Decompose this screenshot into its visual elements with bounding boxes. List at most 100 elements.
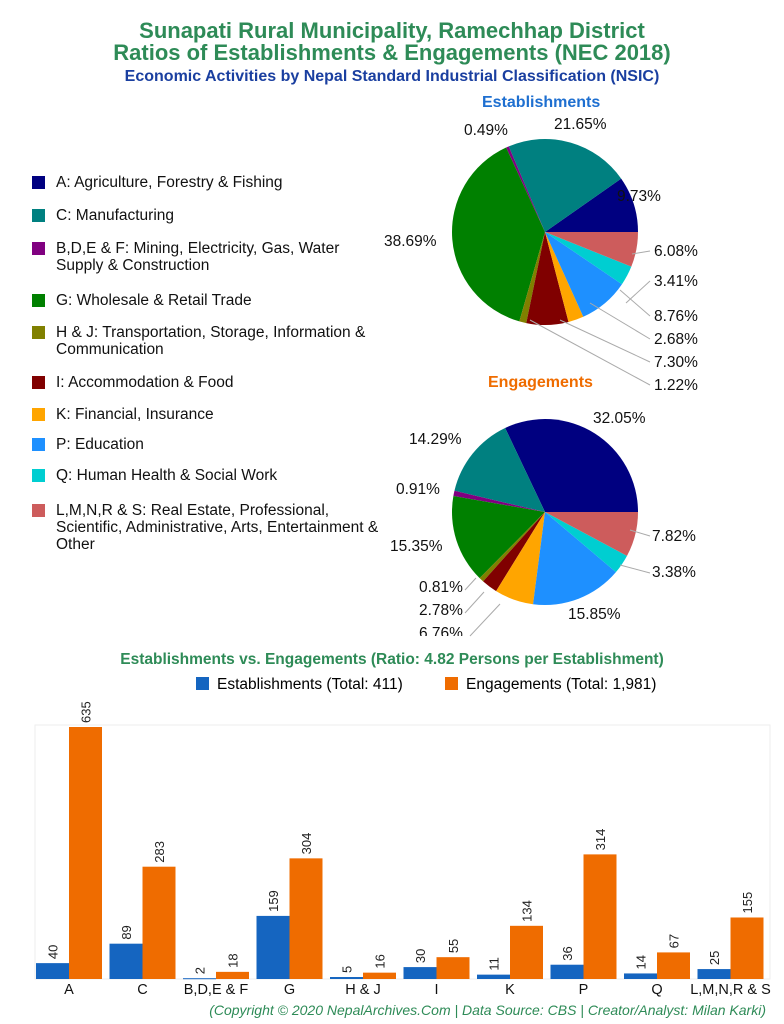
x-tick-label: I [434, 982, 438, 998]
leader-line [619, 289, 651, 317]
legend-swatch [32, 294, 45, 307]
pie-label: 8.76% [654, 308, 698, 325]
bar-engagements-P [583, 854, 617, 979]
pie-label: 0.49% [464, 122, 508, 139]
legend-swatch [32, 504, 45, 517]
pie-slice-C [508, 138, 622, 232]
pie-label: 7.30% [654, 354, 698, 371]
legend-swatch [32, 176, 45, 189]
pie-slice-B,D,E & F [453, 490, 545, 512]
bar-value-label: 314 [593, 829, 608, 851]
bar-value-label: 2 [193, 967, 208, 974]
bar-value-label: 16 [373, 954, 388, 968]
pie-slice-I [526, 232, 569, 325]
pie-label: 7.82% [652, 528, 696, 545]
bar-engagements-L,M,N,R & S [730, 917, 764, 979]
plot-area [34, 724, 771, 980]
bar-value-label: 283 [152, 841, 167, 863]
legend-swatch [32, 209, 45, 222]
bar-establishments-Q [624, 973, 657, 979]
bar-value-label: 55 [446, 939, 461, 953]
pie-label: 3.38% [652, 564, 696, 581]
x-tick-label: P [579, 982, 589, 998]
legend-establishments: Establishments (Total: 411) [196, 676, 403, 694]
pie-slice-B,D,E & F [506, 146, 545, 232]
pie-label: 15.85% [568, 606, 621, 623]
x-tick-label: A [64, 982, 74, 998]
pie-slice-I [483, 512, 545, 592]
bar-value-label: 159 [266, 890, 281, 912]
pie-slice-C [454, 427, 545, 512]
x-tick-label: K [505, 982, 515, 998]
leader-line [589, 302, 651, 340]
bar-engagements-A [69, 727, 102, 979]
bar-engagements-I [436, 957, 470, 979]
bar-value-label: 304 [299, 833, 314, 855]
bar-establishments-P [550, 964, 584, 979]
bar-chart: 40 635 A 89 283 C 2 18 B,D,E & F 159 304 G 5 16 H & J 3… [34, 701, 771, 998]
bar-value-label: 635 [79, 701, 94, 723]
engagements-pie-title: Engagements [488, 374, 593, 391]
leader-line [529, 319, 651, 386]
pie-label: 2.78% [419, 602, 463, 619]
x-tick-label: H & J [345, 982, 380, 998]
bar-value-label: 67 [667, 934, 682, 948]
x-tick-label: L,M,N,R & S [690, 982, 771, 998]
pie-label: 0.81% [419, 579, 463, 596]
pie-label: 9.73% [617, 188, 661, 205]
bar-value-label: 11 [487, 957, 502, 971]
footer-credit: (Copyright © 2020 NepalArchives.Com | Da… [209, 1002, 766, 1018]
bar-value-label: 5 [340, 966, 355, 973]
bar-establishments-K [477, 974, 510, 979]
pie-label: 32.05% [593, 410, 646, 427]
legend-swatch [32, 326, 45, 339]
pie-label: 6.76% [419, 625, 463, 636]
subtitle: Economic Activities by Nepal Standard In… [124, 68, 660, 85]
bar-value-label: 25 [707, 951, 722, 965]
legend-label: K: Financial, Insurance [56, 406, 214, 423]
bar-value-label: 36 [560, 946, 575, 960]
pie-label: 15.35% [390, 538, 443, 555]
pie-slice-A [505, 418, 638, 512]
pie-slice-Q [545, 512, 627, 573]
pie-slice-G [452, 496, 545, 579]
leader-line [464, 577, 477, 591]
bar-value-label: 155 [740, 892, 755, 914]
legend-label: P: Education [56, 436, 144, 453]
x-tick-label: G [284, 982, 295, 998]
leader-line [629, 529, 651, 537]
bar-value-label: 40 [46, 945, 61, 959]
bar-value-label: 30 [413, 949, 428, 963]
legend-engagements: Engagements (Total: 1,981) [445, 676, 656, 694]
pie-slice-G [452, 147, 545, 322]
bar-establishments-C [109, 943, 143, 979]
legend-label: G: Wholesale & Retail Trade [56, 292, 252, 309]
pie-slice-P [545, 232, 622, 317]
pie-slice-K [496, 512, 545, 605]
bar-value-label: 89 [119, 925, 134, 939]
legend-label: I: Accommodation & Food [56, 374, 234, 391]
legend-label: H & J: Transportation, Storage, Informat… [56, 324, 366, 358]
bar-establishments-I [403, 967, 437, 979]
pie-slice-H & J [479, 512, 545, 582]
leader-line [464, 591, 485, 614]
bar-engagements-G [289, 858, 323, 979]
pie-label: 6.08% [654, 243, 698, 260]
bar-chart-title: Establishments vs. Engagements (Ratio: 4… [120, 651, 664, 668]
pie-slice-H & J [519, 232, 545, 324]
bar-value-label: 14 [634, 955, 649, 969]
bar-establishments-A [36, 963, 69, 979]
bar-engagements-C [142, 866, 176, 979]
pie-slice-P [533, 512, 616, 605]
bar-establishments-L,M,N,R & S [697, 969, 731, 979]
pie-label: 3.41% [654, 273, 698, 290]
pie-slice-L,M,N,R & S [545, 512, 638, 556]
legend-label: A: Agriculture, Forestry & Fishing [56, 174, 283, 191]
title-line-1: Sunapati Rural Municipality, Ramechhap D… [139, 18, 645, 43]
legend-swatch [32, 242, 45, 255]
pie-label: 14.29% [409, 431, 462, 448]
bar-establishments-H & J [330, 977, 363, 979]
pie-label: 38.69% [384, 233, 437, 250]
legend-swatch [32, 438, 45, 451]
legend-swatch [32, 376, 45, 389]
